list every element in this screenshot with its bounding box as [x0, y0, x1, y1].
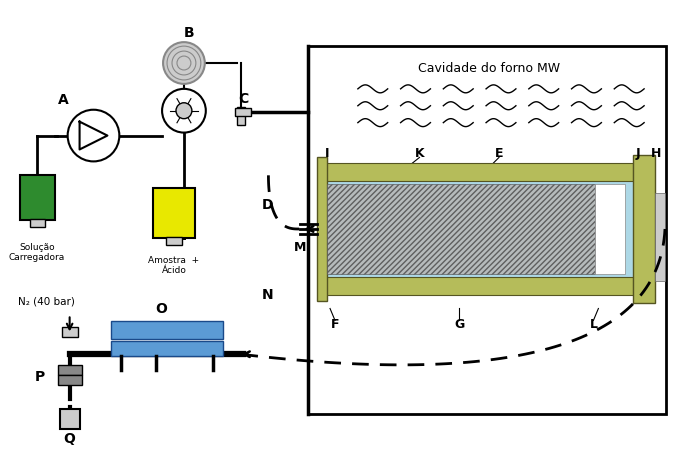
- Bar: [317, 158, 327, 301]
- Text: H: H: [651, 147, 661, 160]
- Text: Solução
Carregadora: Solução Carregadora: [9, 243, 65, 262]
- Text: Cavidade do forno MW: Cavidade do forno MW: [418, 63, 560, 75]
- Text: F: F: [330, 318, 339, 331]
- Text: J: J: [636, 147, 641, 160]
- Bar: [633, 155, 655, 302]
- Bar: [325, 276, 633, 295]
- Bar: [30, 219, 45, 227]
- Text: Amostra  +
Ácido: Amostra + Ácido: [149, 256, 200, 275]
- Circle shape: [163, 42, 205, 84]
- Bar: [112, 341, 223, 356]
- Text: B: B: [184, 26, 194, 40]
- Text: O: O: [155, 302, 167, 316]
- Bar: [655, 193, 665, 281]
- Text: N: N: [262, 287, 273, 301]
- Text: N₂ (40 bar): N₂ (40 bar): [18, 296, 75, 306]
- Text: P: P: [35, 370, 45, 384]
- Text: Q: Q: [64, 432, 75, 446]
- Bar: [166, 237, 182, 245]
- Bar: [60, 409, 79, 429]
- Bar: [237, 107, 244, 125]
- Bar: [596, 184, 625, 274]
- Text: D: D: [262, 198, 273, 212]
- Circle shape: [162, 89, 206, 133]
- Bar: [235, 108, 250, 116]
- Text: G: G: [454, 318, 464, 331]
- Bar: [112, 321, 223, 339]
- Text: C: C: [238, 92, 249, 106]
- Bar: [325, 181, 633, 276]
- Text: E: E: [495, 147, 503, 160]
- Bar: [58, 375, 81, 385]
- Bar: [325, 163, 633, 181]
- Text: A: A: [59, 93, 69, 107]
- Text: K: K: [415, 147, 424, 160]
- Text: L: L: [590, 318, 598, 331]
- Circle shape: [176, 103, 192, 118]
- Bar: [20, 175, 55, 220]
- Bar: [153, 188, 195, 238]
- Bar: [327, 184, 596, 274]
- Text: M: M: [294, 242, 306, 254]
- Bar: [62, 327, 77, 337]
- Bar: [308, 46, 666, 414]
- Bar: [58, 365, 81, 375]
- Circle shape: [68, 110, 119, 162]
- Text: I: I: [325, 147, 329, 160]
